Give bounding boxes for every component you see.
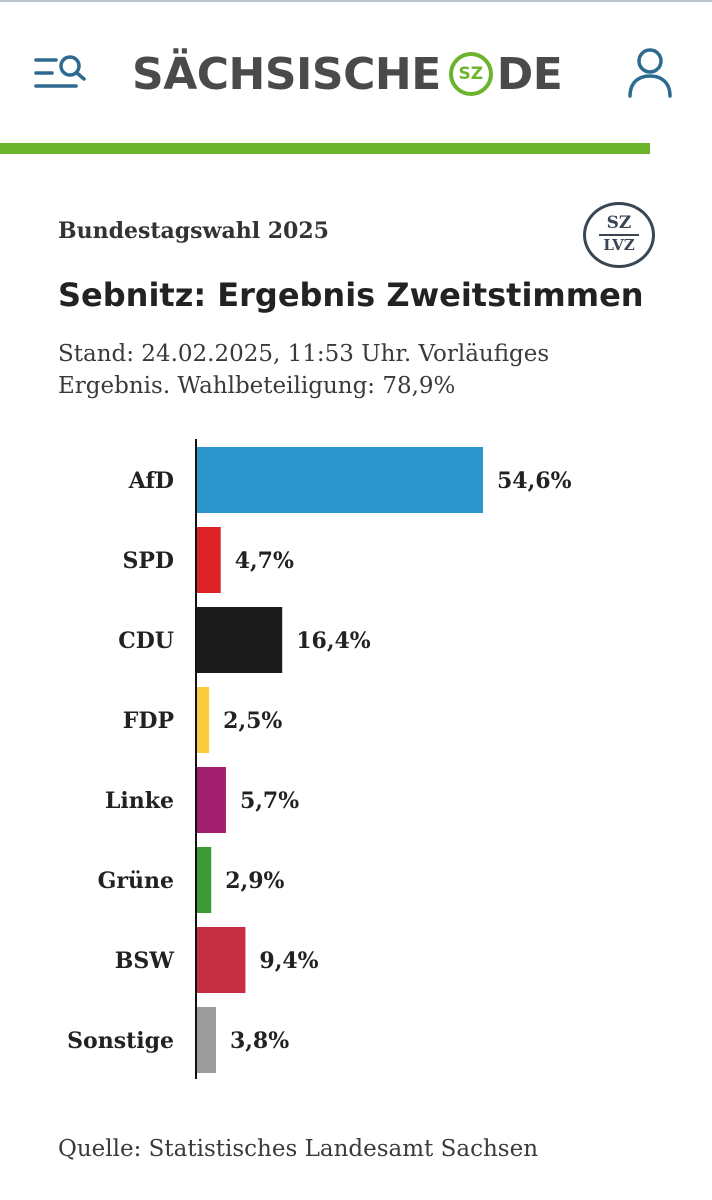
chart-meta: Stand: 24.02.2025, 11:53 Uhr. Vorläufige… [58,338,618,402]
meta-line-2: Ergebnis. Wahlbeteiligung: 78,9% [58,373,456,399]
site-header: SÄCHSISCHE SZ DE [0,0,712,155]
category-label-afd: AfD [128,468,174,494]
bar-fdp [196,687,210,753]
logo-text-right: DE [496,48,563,100]
menu-search-icon [34,55,86,88]
bar-bsw [196,927,246,993]
value-label-cdu: 16,4% [296,628,371,654]
results-bar-chart: AfD 54,6% SPD 4,7% CDU 16,4% FDP 2,5% Linke 5,7% G… [67,439,572,1079]
value-label-fdp: 2,5% [223,708,282,734]
sz-lvz-stamp: SZ LVZ [583,202,655,268]
logo-badge: SZ [448,52,493,96]
user-icon [628,48,672,98]
menu-search-button[interactable] [30,48,90,98]
stamp-top-text: SZ [606,213,632,233]
chart-source: Quelle: Statistisches Landesamt Sachsen [58,1136,539,1162]
account-button[interactable] [622,44,678,100]
value-label-gr-ne: 2,9% [225,868,284,894]
value-label-sonstige: 3,8% [230,1028,289,1054]
site-logo[interactable]: SÄCHSISCHE SZ DE [132,44,563,104]
category-label-cdu: CDU [118,628,174,654]
top-divider [0,0,712,2]
header-accent-bar [0,143,650,154]
value-label-linke: 5,7% [240,788,299,814]
article-eyebrow: Bundestagswahl 2025 [58,218,329,244]
stamp-bottom-text: LVZ [603,236,635,254]
bar-gr-ne [196,847,212,913]
meta-line-1: Stand: 24.02.2025, 11:53 Uhr. Vorläufige… [58,341,550,367]
category-label-fdp: FDP [123,708,174,734]
value-label-bsw: 9,4% [259,948,318,974]
value-label-spd: 4,7% [235,548,294,574]
bar-sonstige [196,1007,216,1073]
category-label-bsw: BSW [115,948,174,974]
category-label-spd: SPD [122,548,174,574]
logo-text-left: SÄCHSISCHE [132,48,441,100]
category-label-gr-ne: Grüne [98,868,174,894]
category-label-sonstige: Sonstige [67,1028,174,1054]
stamp-divider [599,234,639,236]
bar-linke [196,767,226,833]
chart-title: Sebnitz: Ergebnis Zweitstimmen [58,276,644,314]
value-label-afd: 54,6% [497,468,572,494]
category-label-linke: Linke [105,788,174,814]
results-chart: AfD 54,6% SPD 4,7% CDU 16,4% FDP 2,5% Linke 5,7% G… [0,435,712,1085]
bar-cdu [196,607,283,673]
bar-spd [196,527,221,593]
bar-afd [196,447,483,513]
